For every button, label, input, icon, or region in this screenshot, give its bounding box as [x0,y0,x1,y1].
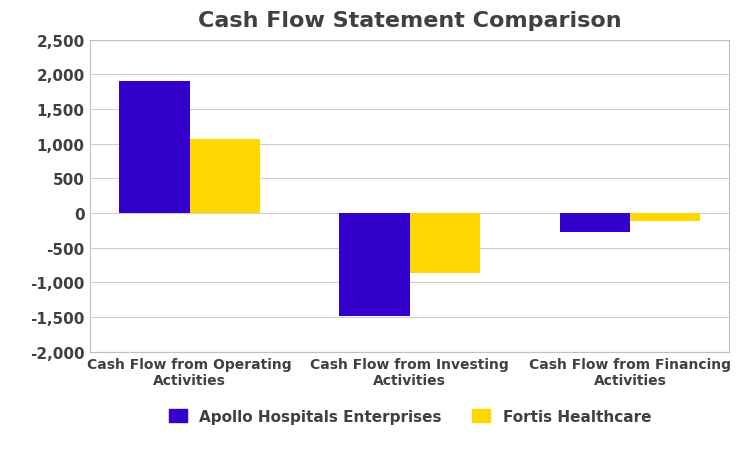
Bar [120,82,190,213]
Legend: Apollo Hospitals Enterprises, Fortis Healthcare: Apollo Hospitals Enterprises, Fortis Hea… [161,401,659,431]
Bar [410,213,481,274]
Bar [339,213,410,316]
Bar [190,140,260,213]
Bar [630,213,700,222]
Title: Cash Flow Statement Comparison: Cash Flow Statement Comparison [198,11,622,31]
Bar [559,213,630,233]
